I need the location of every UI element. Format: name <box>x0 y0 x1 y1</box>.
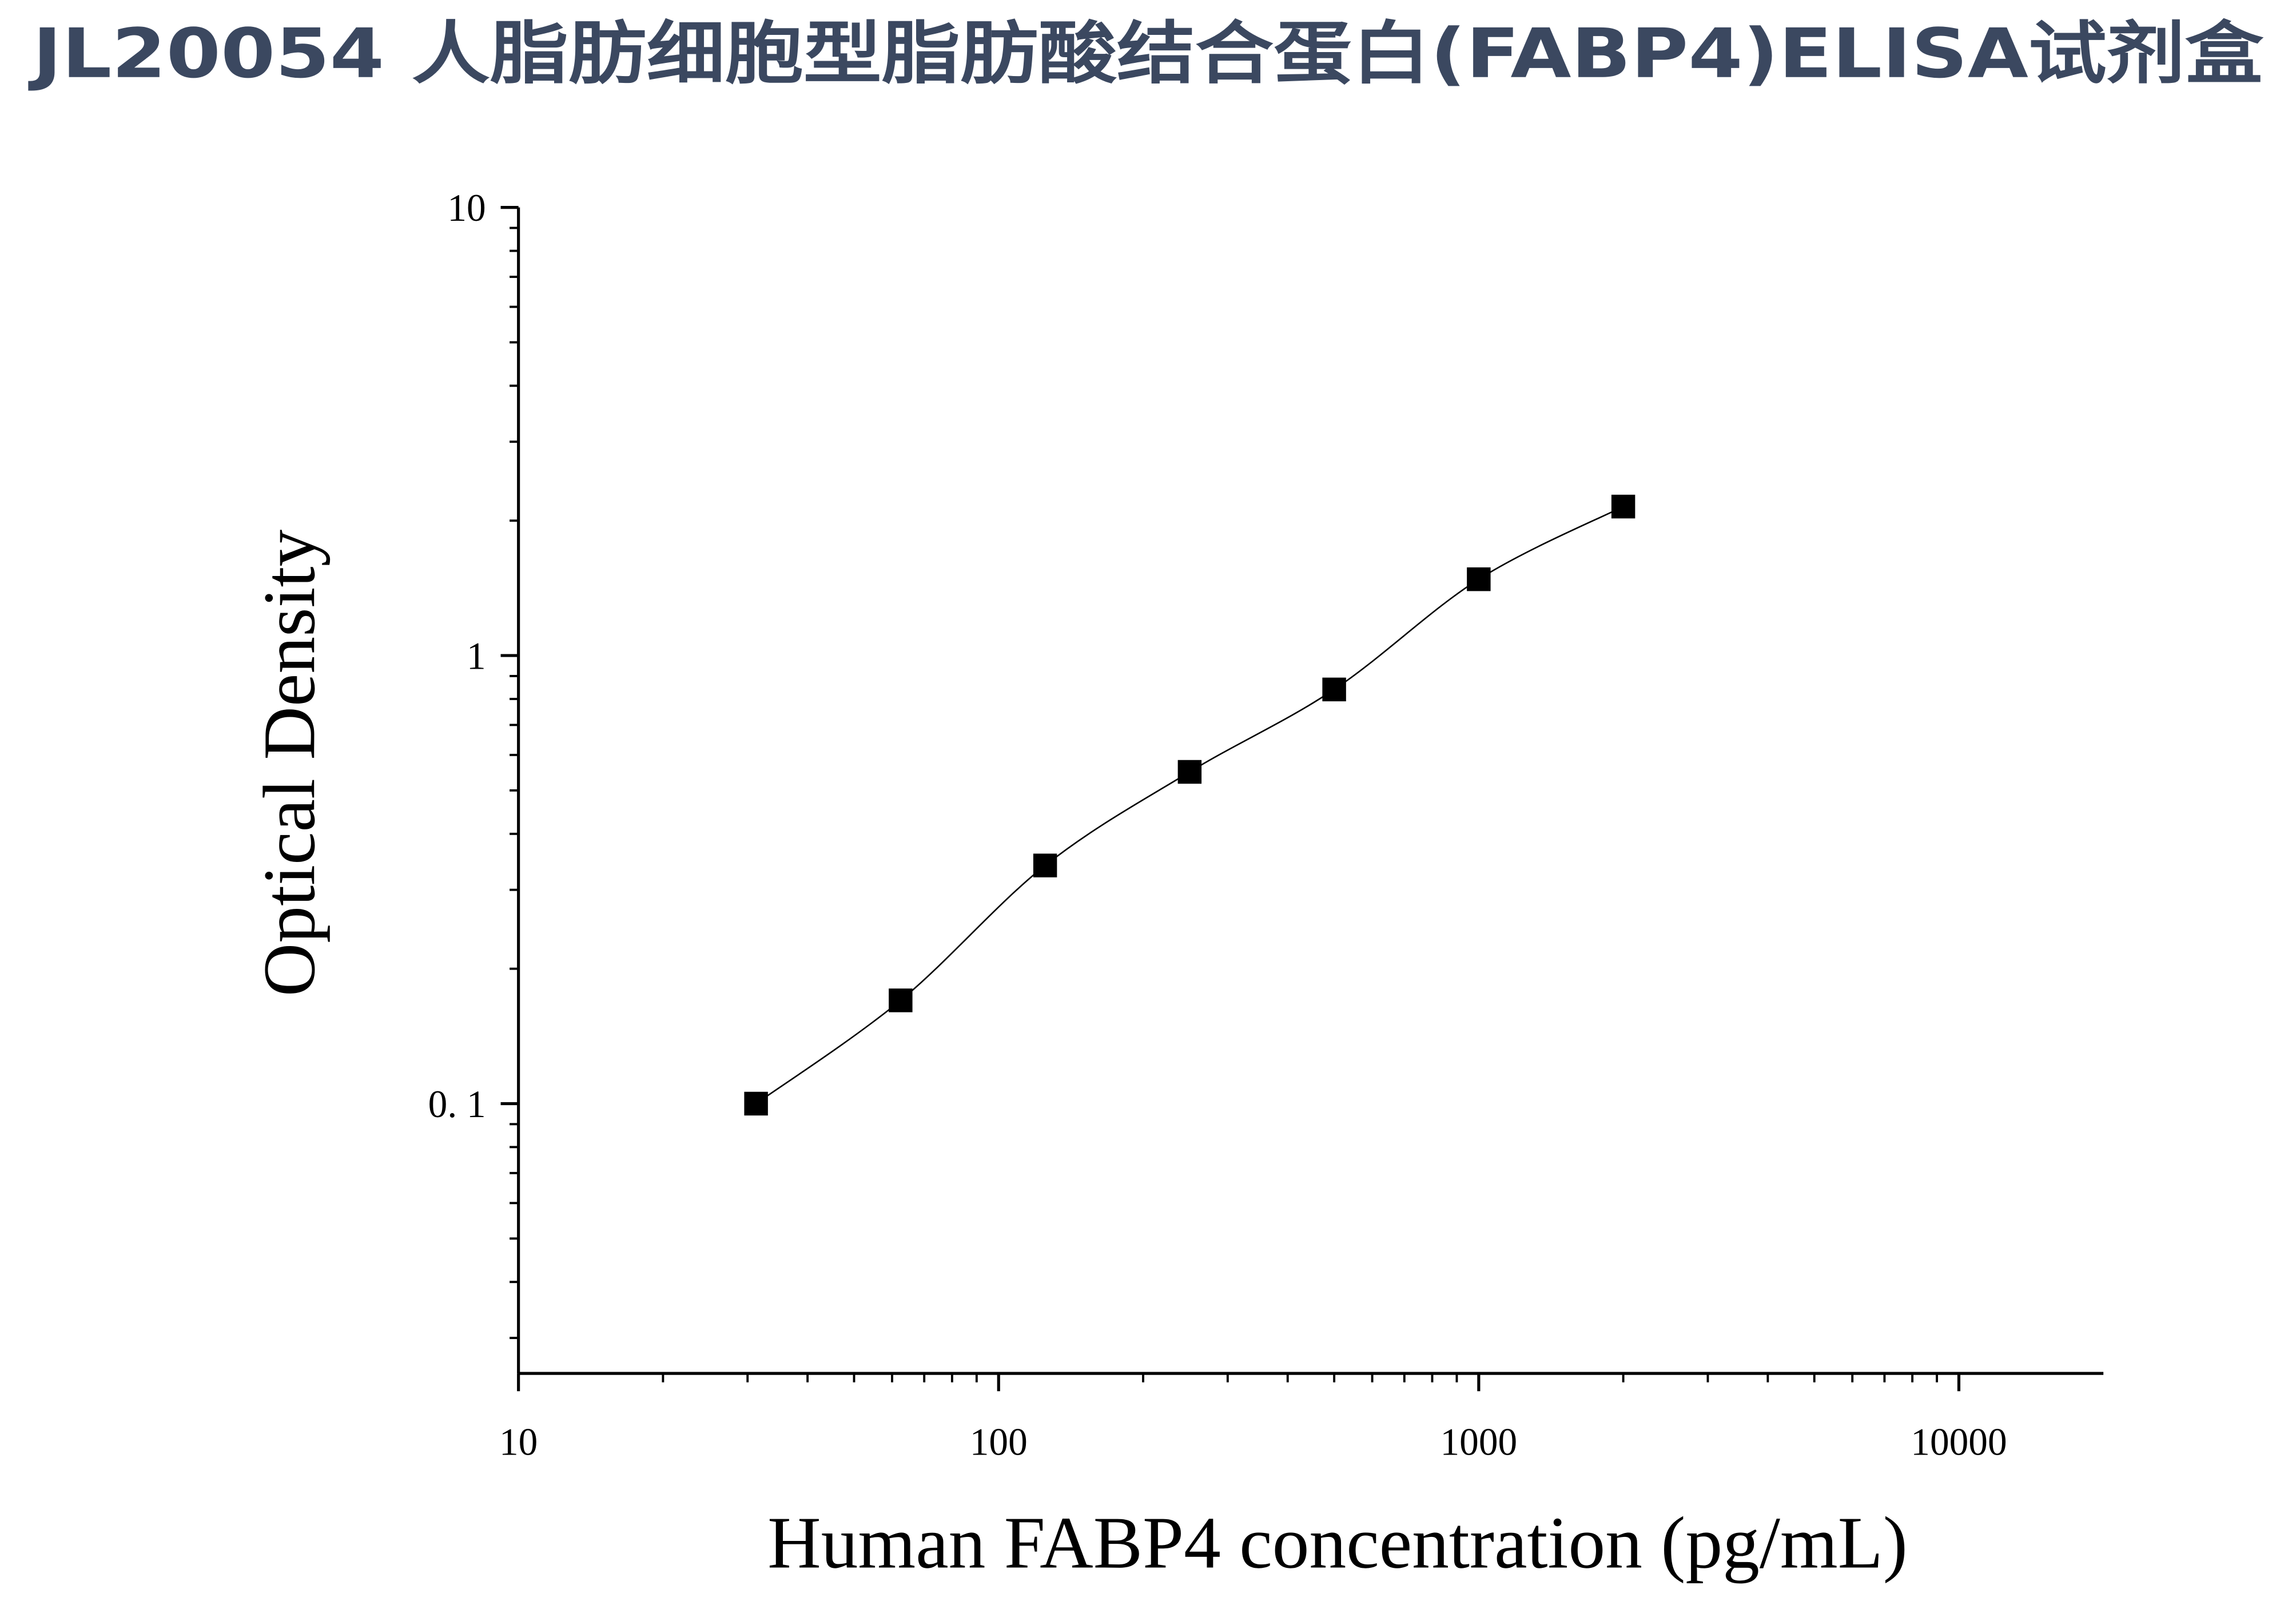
chart-title: JL20054 人脂肪细胞型脂肪酸结合蛋白(FABP4)ELISA试剂盒 <box>28 14 2264 94</box>
fit-curve <box>755 506 1624 1105</box>
data-point <box>1177 760 1202 784</box>
data-point <box>1467 567 1491 591</box>
x-tick-label: 100 <box>970 1421 1028 1464</box>
data-point <box>1611 494 1636 519</box>
y-tick-label: 1 <box>467 634 486 677</box>
x-axis-label: Human FABP4 concentration (pg/mL) <box>767 1502 1908 1584</box>
x-tick-label: 1000 <box>1441 1421 1518 1464</box>
data-point <box>744 1091 768 1116</box>
x-tick-label: 10 <box>499 1421 538 1464</box>
x-tick-label: 10000 <box>1911 1421 2007 1464</box>
y-axis-label: Optical Density <box>249 530 331 997</box>
y-tick-label: 10 <box>447 186 486 229</box>
data-point <box>1033 853 1057 877</box>
data-point <box>889 988 913 1012</box>
y-tick-label: 0. 1 <box>428 1083 486 1126</box>
data-point <box>1322 677 1346 702</box>
